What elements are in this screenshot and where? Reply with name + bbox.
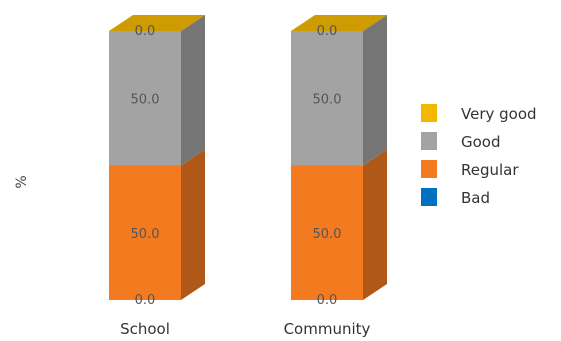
bar-side-community-good bbox=[363, 15, 387, 166]
bars-layer bbox=[109, 15, 387, 300]
legend-label-regular: Regular bbox=[461, 161, 519, 179]
legend-label-good: Good bbox=[461, 133, 501, 151]
bar-top-community bbox=[291, 15, 387, 31]
category-label-community: Community bbox=[284, 320, 371, 338]
data-label-school-bad: 0.0 bbox=[135, 293, 156, 308]
legend: Very good Good Regular Bad bbox=[421, 104, 537, 207]
data-label-school-regular: 50.0 bbox=[131, 227, 160, 242]
data-label-community-very-good: 0.0 bbox=[317, 24, 338, 39]
data-label-community-bad: 0.0 bbox=[317, 293, 338, 308]
legend-swatch-good bbox=[421, 132, 437, 150]
legend-swatch-very-good bbox=[421, 104, 437, 122]
data-label-community-regular: 50.0 bbox=[313, 227, 342, 242]
data-label-school-good: 50.0 bbox=[131, 92, 160, 107]
legend-swatch-bad bbox=[421, 188, 437, 206]
y-axis-label: % bbox=[14, 175, 30, 188]
category-label-school: School bbox=[120, 320, 170, 338]
data-label-school-very-good: 0.0 bbox=[135, 24, 156, 39]
bar-school-regular bbox=[109, 165, 181, 300]
bar-community-good bbox=[291, 31, 363, 166]
bar-community-regular bbox=[291, 165, 363, 300]
legend-label-bad: Bad bbox=[461, 189, 490, 207]
bar-side-school-good bbox=[181, 15, 205, 166]
legend-swatch-regular bbox=[421, 160, 437, 178]
bar-top-school bbox=[109, 15, 205, 31]
bar-school-good bbox=[109, 31, 181, 166]
bar-side-community-regular bbox=[363, 149, 387, 300]
labels-layer: 0.0 50.0 50.0 0.0 School 0.0 50.0 50.0 0.0 Commun… bbox=[120, 24, 370, 338]
data-label-community-good: 50.0 bbox=[313, 92, 342, 107]
bar-side-school-regular bbox=[181, 149, 205, 300]
legend-label-very-good: Very good bbox=[461, 105, 537, 123]
